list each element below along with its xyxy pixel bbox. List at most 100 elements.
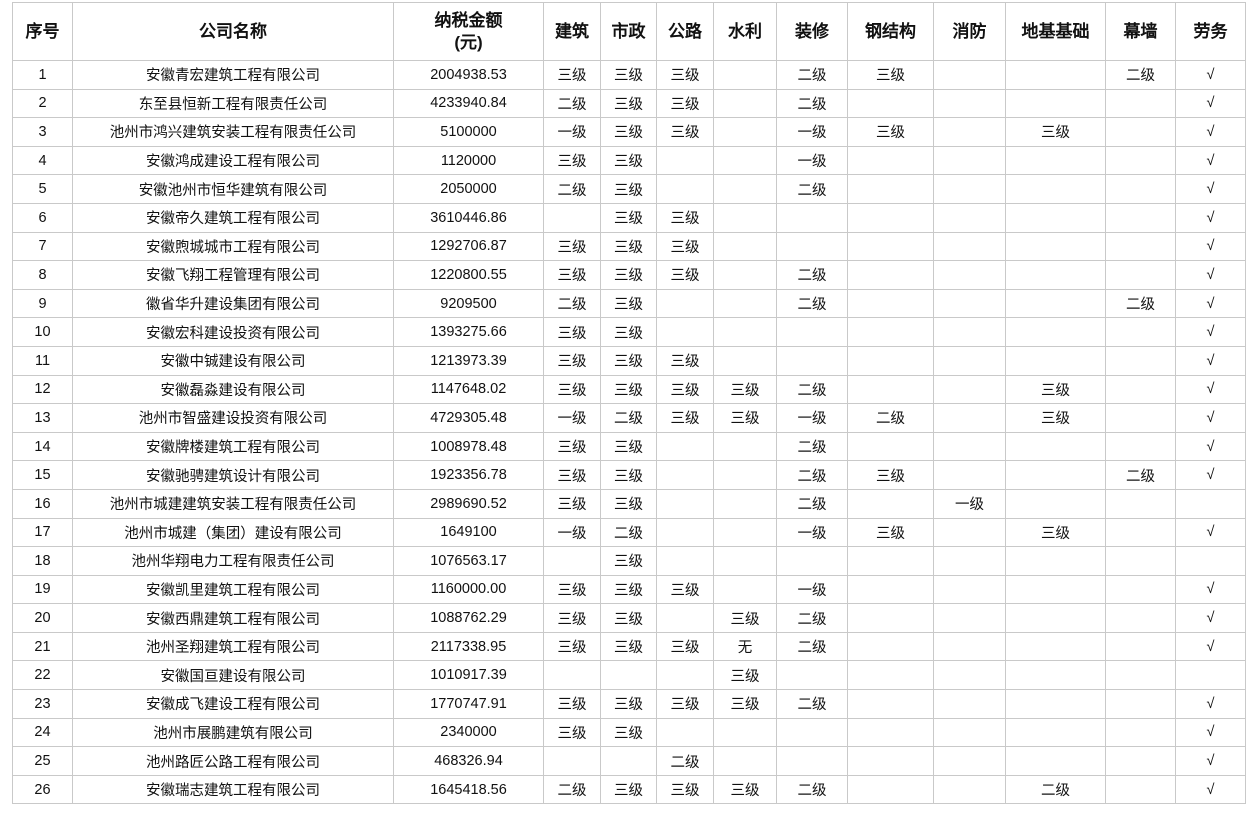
table-cell: 1393275.66	[393, 317, 544, 347]
table-cell: 一级	[776, 403, 848, 433]
table-cell: 一级	[776, 117, 848, 147]
table-cell: 池州市城建建筑安装工程有限责任公司	[72, 488, 394, 519]
table-cell: 无	[713, 631, 777, 662]
table-row: 8 安徽飞翔工程管理有限公司 1220800.55 三级 三级 三级 二级 √	[12, 260, 1246, 290]
table-cell: 二级	[1105, 288, 1176, 319]
table-cell: √	[1175, 174, 1246, 204]
table-body: 1 安徽青宏建筑工程有限公司 2004938.53 三级 三级 三级 二级 三级 二级 √ 2 东至县…	[12, 60, 1246, 805]
table-cell	[713, 60, 777, 90]
table-cell	[656, 717, 714, 748]
table-cell	[1005, 660, 1106, 691]
table-cell: 二级	[776, 260, 848, 290]
table-cell	[1105, 231, 1176, 262]
table-cell	[1175, 488, 1246, 519]
table-cell	[1105, 488, 1176, 519]
table-cell: 二级	[776, 60, 848, 90]
table-cell: 6	[12, 202, 73, 233]
table-cell: 25	[12, 746, 73, 776]
table-cell: 三级	[600, 689, 657, 719]
table-cell	[1105, 631, 1176, 662]
table-cell	[1105, 88, 1176, 119]
table-cell: 安徽磊淼建设有限公司	[72, 374, 394, 405]
table-cell: √	[1175, 631, 1246, 662]
table-cell: 三级	[1005, 117, 1106, 147]
table-cell	[1005, 145, 1106, 176]
table-cell	[847, 231, 934, 262]
table-cell	[847, 88, 934, 119]
table-cell: 三级	[600, 60, 657, 90]
table-cell	[713, 345, 777, 376]
table-cell: 三级	[656, 631, 714, 662]
table-cell: 三级	[713, 660, 777, 691]
table-row: 13 池州市智盛建设投资有限公司 4729305.48 一级 二级 三级 三级 一级 二级 三级 √	[12, 403, 1246, 433]
table-cell	[933, 145, 1006, 176]
table-cell	[600, 660, 657, 691]
table-cell	[847, 603, 934, 633]
table-cell: 三级	[600, 345, 657, 376]
table-cell	[1105, 603, 1176, 633]
table-cell: 2050000	[393, 174, 544, 204]
table-cell	[1005, 202, 1106, 233]
table-cell: 三级	[847, 117, 934, 147]
table-cell: √	[1175, 145, 1246, 176]
table-cell: 三级	[543, 574, 601, 605]
table-cell: 三级	[847, 60, 934, 90]
table-cell: 安徽帝久建筑工程有限公司	[72, 202, 394, 233]
table-cell	[933, 517, 1006, 548]
table-cell: 15	[12, 460, 73, 490]
table-cell: 池州市展鹏建筑有限公司	[72, 717, 394, 748]
table-cell: 安徽成飞建设工程有限公司	[72, 689, 394, 719]
table-cell	[933, 231, 1006, 262]
table-cell: 三级	[713, 403, 777, 433]
table-cell	[847, 374, 934, 405]
table-cell	[933, 117, 1006, 147]
table-cell	[933, 403, 1006, 433]
table-cell	[847, 660, 934, 691]
table-cell: 徽省华升建设集团有限公司	[72, 288, 394, 319]
table-cell: √	[1175, 774, 1246, 805]
table-cell: 2004938.53	[393, 60, 544, 90]
table-cell: 安徽国亘建设有限公司	[72, 660, 394, 691]
table-cell	[1005, 574, 1106, 605]
table-row: 1 安徽青宏建筑工程有限公司 2004938.53 三级 三级 三级 二级 三级 二级 √	[12, 60, 1246, 90]
table-cell	[713, 260, 777, 290]
table-cell: √	[1175, 431, 1246, 462]
table-cell: √	[1175, 60, 1246, 90]
table-cell: 安徽飞翔工程管理有限公司	[72, 260, 394, 290]
table-cell	[600, 746, 657, 776]
table-cell	[713, 574, 777, 605]
table-cell: 5	[12, 174, 73, 204]
table-cell: 一级	[543, 403, 601, 433]
table-cell	[1105, 260, 1176, 290]
table-cell	[713, 202, 777, 233]
table-cell	[543, 746, 601, 776]
table-cell	[713, 517, 777, 548]
table-row: 25 池州路匠公路工程有限公司 468326.94 二级 √	[12, 746, 1246, 776]
table-cell: 17	[12, 517, 73, 548]
table-cell	[1005, 174, 1106, 204]
table-cell	[933, 431, 1006, 462]
table-cell	[1105, 431, 1176, 462]
table-cell: 8	[12, 260, 73, 290]
table-cell: 2989690.52	[393, 488, 544, 519]
table-cell: 三级	[1005, 403, 1106, 433]
table-cell: 三级	[656, 117, 714, 147]
table-row: 9 徽省华升建设集团有限公司 9209500 二级 三级 二级 二级 √	[12, 288, 1246, 319]
table-cell: 三级	[600, 202, 657, 233]
table-cell: √	[1175, 260, 1246, 290]
table-cell	[1005, 317, 1106, 347]
table-cell	[713, 460, 777, 490]
table-cell: 三级	[600, 288, 657, 319]
table-cell	[1005, 288, 1106, 319]
table-cell	[933, 774, 1006, 805]
table-cell: 二级	[656, 746, 714, 776]
table-cell	[1005, 431, 1106, 462]
table-cell: 二级	[847, 403, 934, 433]
table-cell: 三级	[543, 260, 601, 290]
table-cell: 三级	[600, 174, 657, 204]
table-cell: 1160000.00	[393, 574, 544, 605]
table-cell: √	[1175, 717, 1246, 748]
table-cell: 22	[12, 660, 73, 691]
table-cell: 26	[12, 774, 73, 805]
